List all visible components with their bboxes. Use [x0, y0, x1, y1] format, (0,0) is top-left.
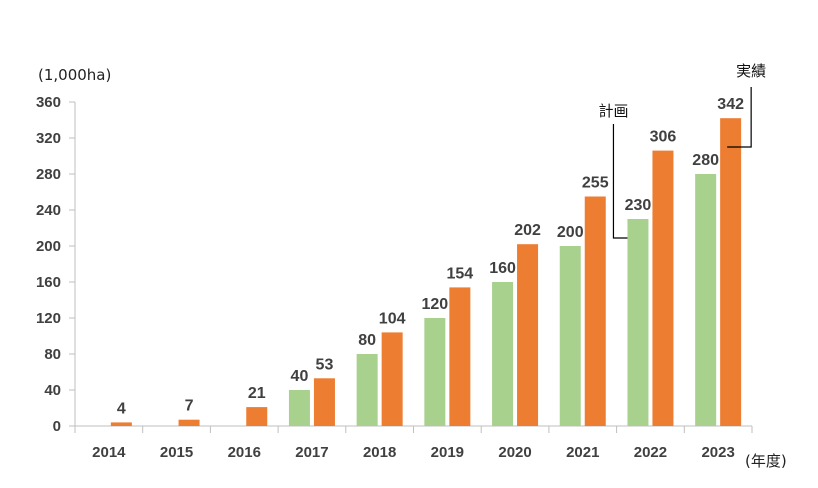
bar-actual-2022 — [652, 150, 674, 426]
y-tick-label: 320 — [36, 130, 61, 147]
y-tick-label: 200 — [36, 238, 61, 255]
y-tick-label: 160 — [36, 274, 61, 291]
y-tick-label: 0 — [53, 418, 61, 435]
bar-plan-2017 — [288, 390, 310, 426]
bar-plan-2019 — [424, 318, 446, 426]
x-tick-label: 2018 — [363, 444, 396, 461]
y-tick-label: 80 — [44, 346, 61, 363]
x-tick-label: 2022 — [634, 444, 667, 461]
data-label-plan-2020: 160 — [489, 260, 516, 277]
data-label-plan-2022: 230 — [625, 197, 652, 214]
x-tick-label: 2015 — [160, 444, 193, 461]
y-tick-label: 40 — [44, 382, 61, 399]
data-label-actual-2021: 255 — [582, 175, 609, 192]
bar-plan-2018 — [356, 354, 378, 426]
bars — [110, 118, 742, 426]
data-label-actual-2018: 104 — [379, 310, 406, 327]
bar-actual-2015 — [178, 419, 200, 426]
data-label-actual-2014: 4 — [117, 400, 126, 417]
data-label-plan-2019: 120 — [421, 296, 448, 313]
axes: 0 40 80 120 160 200 240 280 320 360 2014 2015 2016 20… — [36, 94, 753, 461]
x-tick-label: 2023 — [701, 444, 734, 461]
data-label-plan-2021: 200 — [557, 224, 584, 241]
y-tick-label: 280 — [36, 166, 61, 183]
bar-plan-2022 — [627, 219, 649, 426]
data-label-actual-2022: 306 — [650, 129, 677, 146]
data-label-actual-2019: 154 — [446, 265, 473, 282]
data-label-plan-2023: 280 — [692, 152, 719, 169]
bar-actual-2019 — [449, 287, 471, 426]
data-label-actual-2017: 53 — [316, 356, 334, 373]
bar-plan-2020 — [492, 282, 514, 426]
data-label-actual-2023: 342 — [717, 96, 744, 113]
y-tick-label: 360 — [36, 94, 61, 111]
data-label-actual-2015: 7 — [185, 398, 194, 415]
x-tick-label: 2020 — [498, 444, 531, 461]
bar-actual-2016 — [246, 407, 268, 426]
x-axis-unit-label: (年度) — [745, 452, 787, 470]
bar-actual-2021 — [584, 196, 606, 426]
data-label-plan-2018: 80 — [358, 332, 376, 349]
x-tick-label: 2016 — [228, 444, 261, 461]
bar-actual-2017 — [313, 378, 335, 426]
bar-actual-2020 — [517, 244, 539, 426]
callout-label-plan: 計画 — [598, 102, 628, 120]
data-label-actual-2020: 202 — [514, 222, 541, 239]
y-tick-label: 240 — [36, 202, 61, 219]
x-tick-label: 2019 — [431, 444, 464, 461]
y-axis-unit-label: (1,000ha) — [38, 66, 111, 84]
x-tick-label: 2017 — [295, 444, 328, 461]
x-tick-label: 2014 — [92, 444, 126, 461]
bar-plan-2021 — [559, 246, 581, 426]
callout-label-actual: 実績 — [736, 62, 766, 80]
callout-line-actual — [727, 87, 752, 148]
bar-plan-2023 — [695, 174, 717, 426]
data-label-plan-2017: 40 — [291, 368, 309, 385]
bar-actual-2014 — [110, 422, 132, 426]
bar-actual-2018 — [381, 332, 403, 426]
data-label-actual-2016: 21 — [248, 385, 266, 402]
y-tick-label: 120 — [36, 310, 61, 327]
series-callouts: 計画 実績 — [598, 62, 766, 239]
x-tick-label: 2021 — [566, 444, 599, 461]
callout-line-plan — [612, 124, 628, 239]
bar-actual-2023 — [720, 118, 742, 426]
